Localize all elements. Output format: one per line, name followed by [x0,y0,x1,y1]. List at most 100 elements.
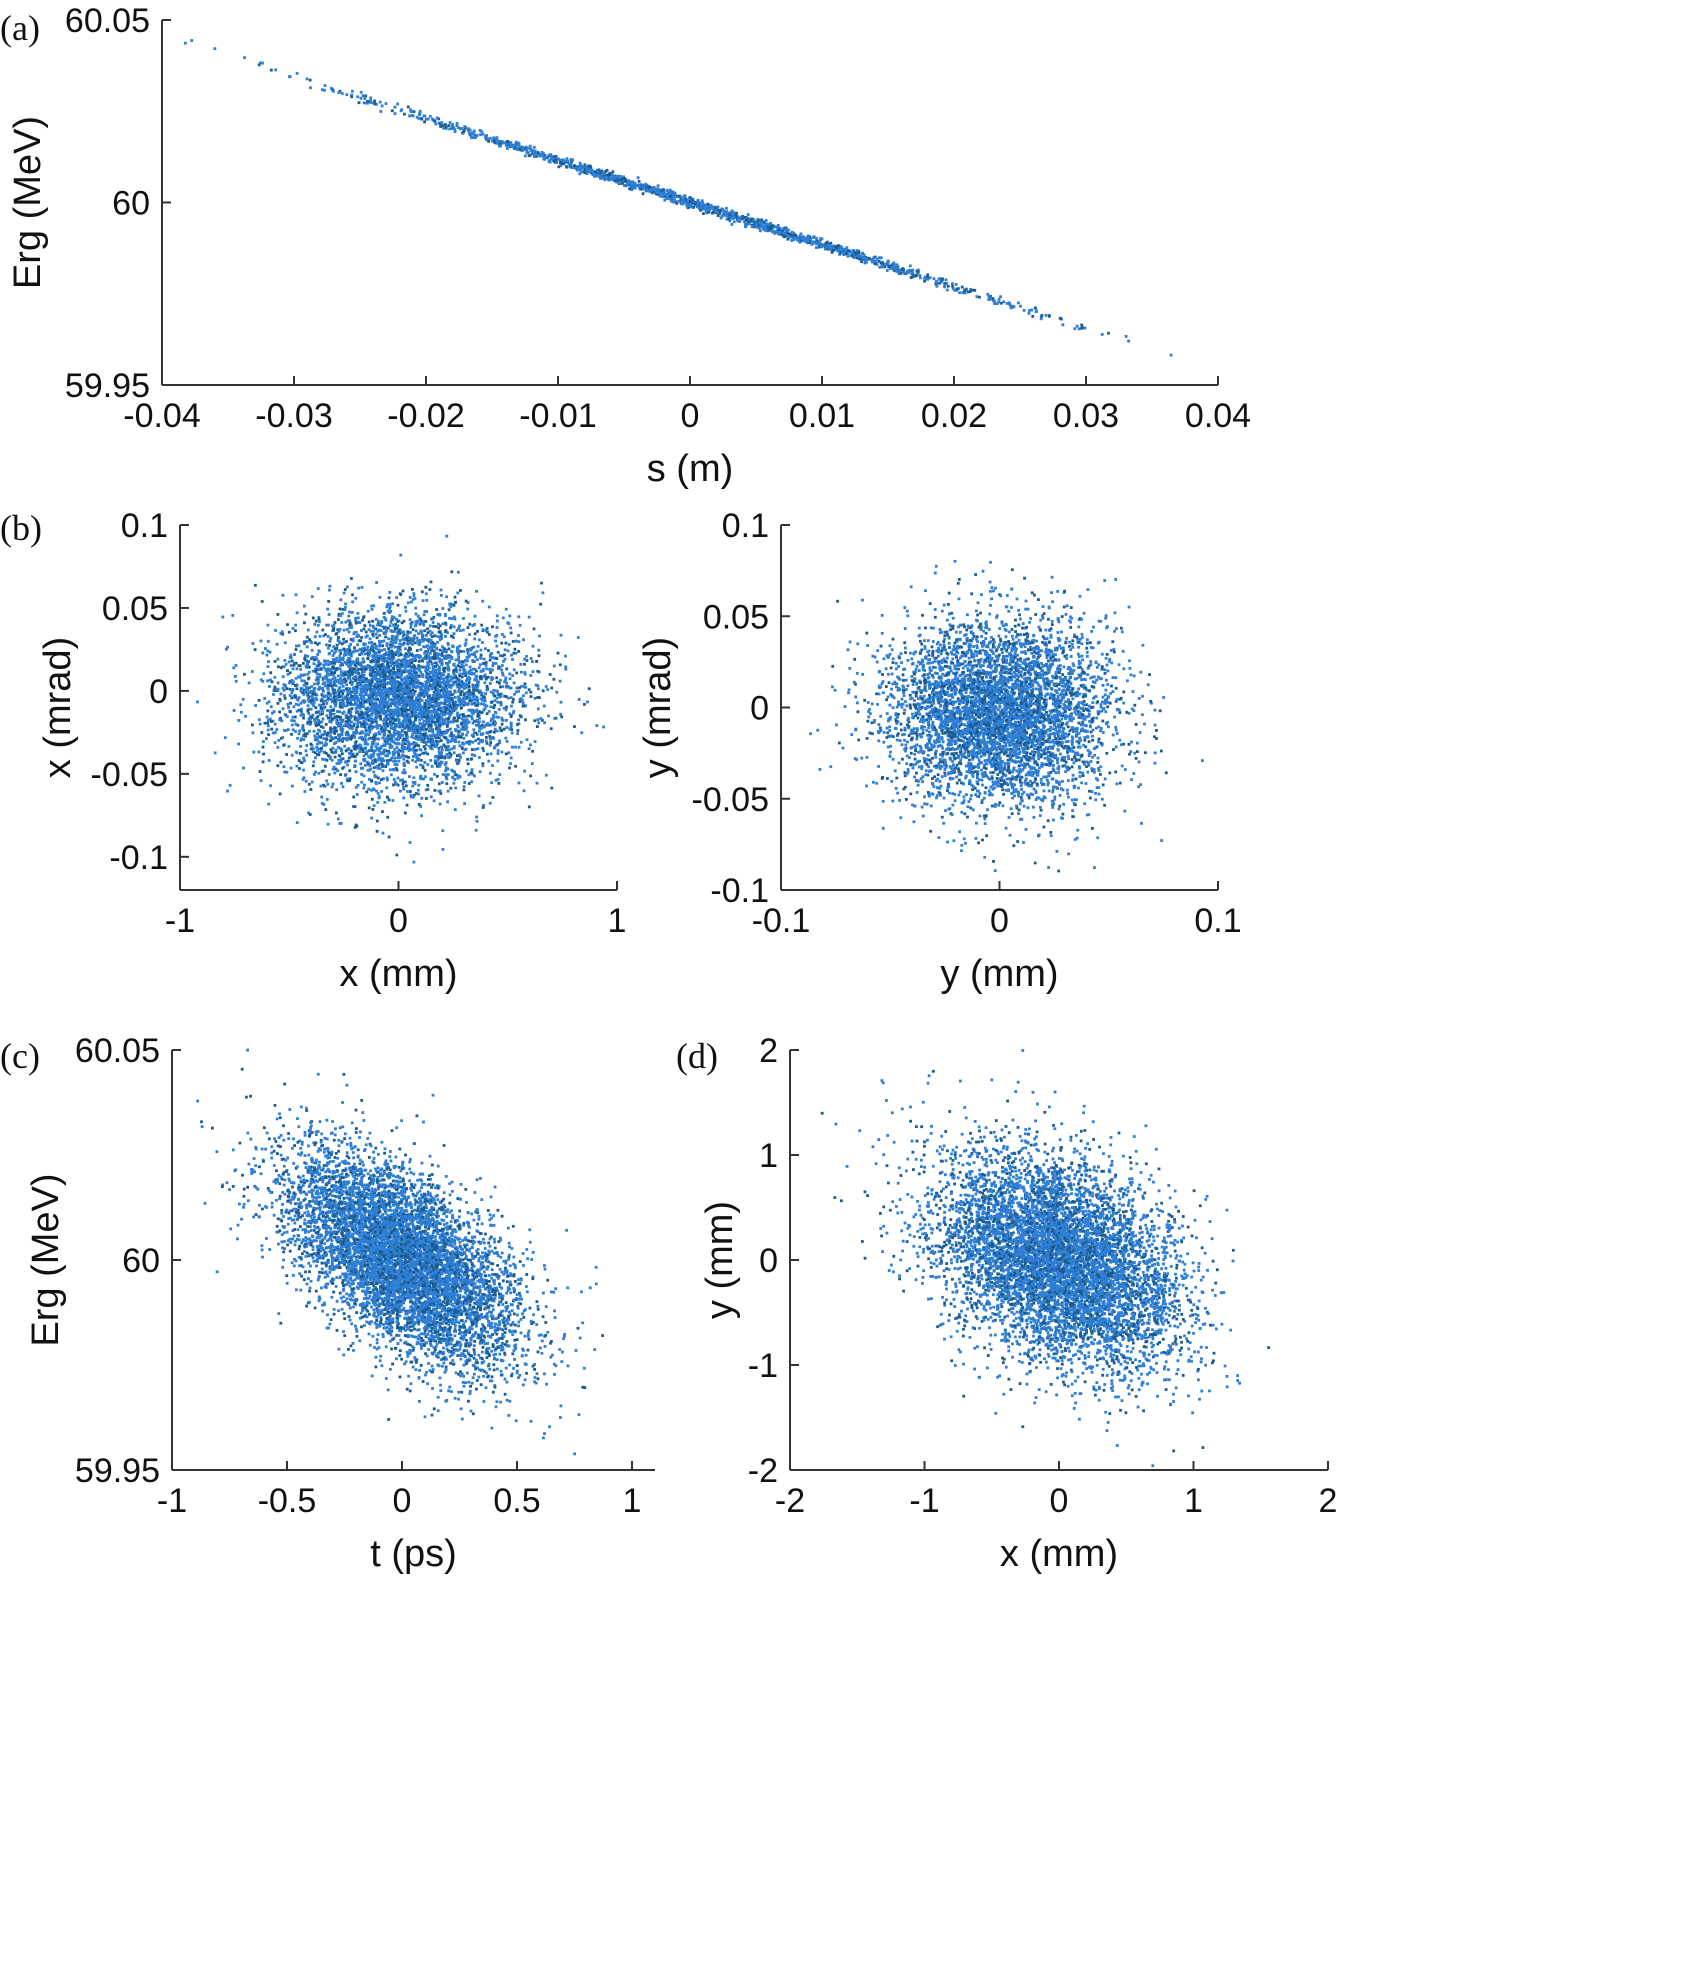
scatter-point [279,631,283,635]
scatter-point [491,661,495,665]
scatter-point [706,208,710,211]
scatter-point [407,682,411,686]
scatter-point [327,691,331,695]
scatter-point [368,687,372,691]
scatter-point [631,180,635,184]
scatter-point [347,614,351,618]
scatter-point [432,649,436,653]
scatter-point [382,626,386,630]
scatter-point [352,689,356,693]
scatter-point [615,178,619,182]
scatter-point [483,707,487,710]
scatter-point [440,748,444,752]
scatter-point [548,160,552,164]
scatter-point [503,653,506,657]
scatter-point [386,735,390,739]
scatter-point [441,645,444,649]
scatter-point [266,639,270,643]
scatter-point [371,101,375,105]
scatter-point [482,720,485,724]
scatter-point [348,665,352,668]
scatter-point [443,755,447,758]
scatter-point [945,281,949,285]
scatter-point [457,740,461,744]
scatter-point [427,726,431,729]
scatter-point [873,255,877,259]
scatter-point [790,239,794,242]
scatter-point [359,704,362,708]
scatter-point [350,626,354,629]
scatter-point [488,743,492,747]
scatter-point [645,184,648,188]
scatter-point [670,191,674,194]
scatter-point [491,668,494,672]
scatter-point [668,197,672,201]
x-tick-label: -0.02 [387,397,465,435]
scatter-point [558,679,562,683]
scatter-point [701,201,705,205]
scatter-point [993,299,996,303]
scatter-point [333,669,337,673]
scatter-point [533,149,537,153]
scatter-point [315,717,318,721]
scatter-point [443,720,447,724]
scatter-point [802,239,805,243]
scatter-point [307,717,311,721]
scatter-point [443,123,447,126]
scatter-point [544,155,547,159]
scatter-point [237,719,241,722]
scatter-point [479,133,482,137]
scatter-point [594,170,597,174]
scatter-point [454,707,458,711]
scatter-point [374,749,377,753]
scatter-point [405,755,408,758]
x-tick-label: 0.04 [1185,397,1251,435]
scatter-point [542,704,546,708]
scatter-point [498,773,502,776]
scatter-point [529,657,533,660]
scatter-point [765,223,768,226]
scatter-point [357,744,360,748]
scatter-point [818,241,822,245]
scatter-point [399,553,403,557]
scatter-point [250,670,254,673]
scatter-point [699,201,703,205]
scatter-point [377,730,381,734]
scatter-point [585,172,589,176]
scatter-point [294,676,298,680]
scatter-point [395,742,399,746]
scatter-point [455,676,458,680]
scatter-point [608,178,611,182]
scatter-point [439,588,443,592]
scatter-point [798,240,802,244]
scatter-point [340,695,344,698]
scatter-point [418,692,421,695]
x-tick-label: -0.01 [519,397,597,435]
scatter-point [387,682,391,685]
scatter-point [368,668,372,671]
scatter-point [335,720,339,724]
scatter-point [261,651,265,655]
scatter-point [447,124,451,127]
scatter-point [458,668,462,672]
scatter-point [343,744,347,748]
scatter-point [479,702,483,706]
scatter-point [383,687,387,691]
scatter-point [467,131,471,135]
scatter-point [890,263,894,267]
scatter-point [424,751,428,755]
scatter-point [474,828,478,832]
scatter-point [819,245,823,249]
scatter-point [536,153,540,157]
scatter-point [989,294,992,298]
scatter-point [261,61,264,65]
scatter-point [441,622,445,626]
scatter-point [265,715,269,719]
scatter-point [383,665,387,669]
scatter-point [319,735,323,739]
scatter-point [420,740,424,744]
scatter-point [489,705,493,709]
scatter-point [335,643,339,647]
scatter-point [317,723,320,727]
scatter-point [973,288,977,292]
